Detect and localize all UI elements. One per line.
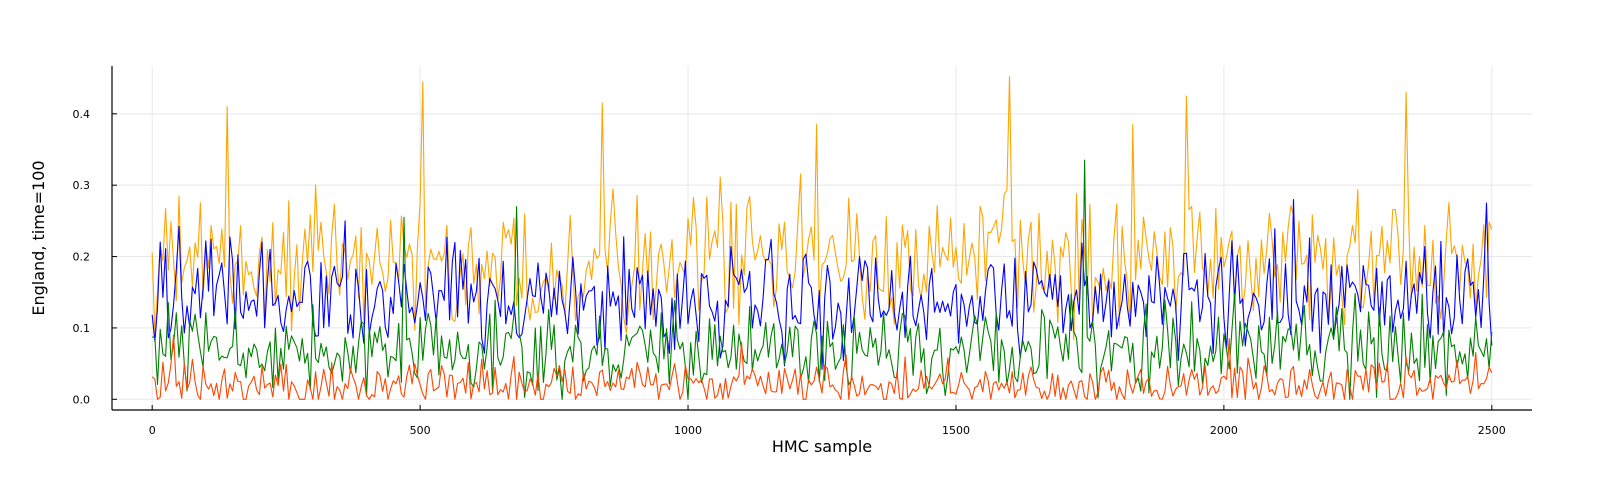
x-axis-title: HMC sample: [772, 437, 872, 456]
x-tick-label: 2000: [1210, 424, 1238, 437]
series-layer: [151, 76, 1493, 400]
y-axis-title: England, time=100: [29, 160, 48, 315]
x-tick-layer: 0 500 1000 1500 2000 2500: [149, 405, 1506, 437]
y-tick-label: 0.1: [73, 322, 91, 335]
y-tick-layer: 0.0 0.1 0.2 0.3 0.4: [73, 108, 117, 406]
y-tick-label: 0.4: [73, 108, 91, 121]
x-tick-label: 0: [149, 424, 156, 437]
x-tick-label: 1000: [674, 424, 702, 437]
y-tick-label: 0.3: [73, 179, 91, 192]
series-line: [151, 198, 1493, 370]
series-line: [151, 76, 1493, 341]
x-tick-label: 1500: [942, 424, 970, 437]
y-tick-label: 0.2: [73, 251, 91, 264]
y-tick-label: 0.0: [73, 393, 91, 406]
series-line: [151, 334, 1493, 400]
axes-layer: [111, 66, 1532, 411]
x-tick-label: 2500: [1478, 424, 1506, 437]
x-tick-label: 500: [410, 424, 431, 437]
series-line: [151, 159, 1493, 400]
